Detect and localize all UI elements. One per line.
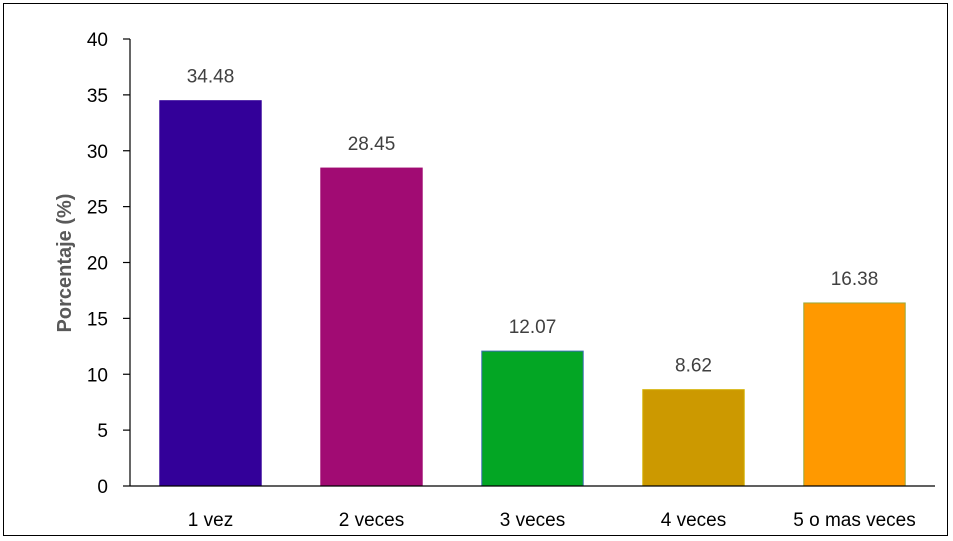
- y-tick-label: 20: [87, 254, 108, 275]
- y-tick-label: 35: [87, 86, 108, 107]
- x-tick-label: 3 veces: [500, 510, 565, 531]
- y-tick-label: 25: [87, 198, 108, 219]
- x-tick-label: 4 veces: [661, 510, 726, 531]
- y-tick-label: 30: [87, 142, 108, 163]
- bar: [320, 167, 423, 487]
- x-tick-label: 1 vez: [188, 510, 233, 531]
- data-labels: 34.48 28.45 12.07 8.62 16.38: [187, 67, 879, 377]
- bar: [159, 100, 262, 487]
- y-tick-label: 10: [87, 365, 108, 386]
- y-axis-label: Porcentaje (%): [54, 194, 76, 333]
- bar: [642, 389, 745, 487]
- x-tick-label: 2 veces: [339, 510, 404, 531]
- data-label: 8.62: [675, 356, 712, 377]
- bar: [803, 302, 906, 487]
- bar: [481, 350, 584, 487]
- data-label: 34.48: [187, 67, 235, 88]
- y-tick-label: 40: [87, 30, 108, 51]
- y-axis-ticks: 0 5 10 15 20 25 30 35 40: [87, 30, 130, 498]
- y-tick-label: 5: [97, 421, 108, 442]
- x-tick-label: 5 o mas veces: [793, 510, 916, 531]
- y-tick-label: 15: [87, 309, 108, 330]
- y-tick-label: 0: [97, 477, 108, 498]
- x-axis-ticks: 1 vez 2 veces 3 veces 4 veces 5 o mas veces: [188, 510, 916, 531]
- data-label: 28.45: [348, 134, 396, 155]
- data-label: 16.38: [831, 269, 879, 290]
- data-label: 12.07: [509, 317, 557, 338]
- bars: [159, 100, 906, 487]
